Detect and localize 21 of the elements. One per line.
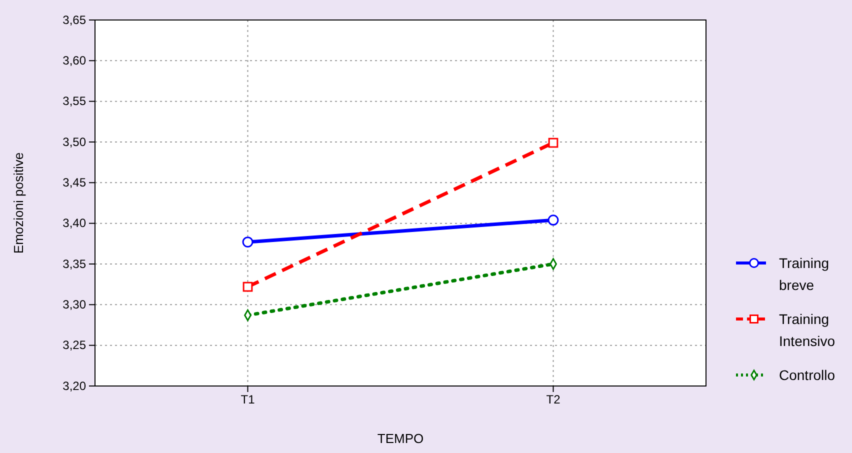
point (548, 138, 558, 148)
y-tick-label: 3,55 (62, 94, 86, 108)
point (242, 236, 254, 248)
y-tick-label: 3,60 (62, 54, 86, 68)
y-tick-label: 3,45 (62, 176, 86, 190)
y-tick-label: 3,65 (62, 12, 86, 27)
y-axis-title: Emozioni positive (11, 152, 26, 254)
point (548, 214, 559, 226)
y-tick-label: 3,35 (62, 256, 86, 271)
x-tick-label: T1 (240, 392, 256, 407)
legend-label: Training breve (779, 255, 830, 293)
y-tick-label: 3,20 (62, 378, 86, 393)
x-axis-title: TEMPO (377, 431, 424, 446)
legend-label: Controllo (779, 367, 836, 383)
x-tick-label: T2 (546, 392, 561, 407)
y-tick-label: 3,30 (62, 298, 86, 312)
y-tick-label: 3,25 (62, 338, 86, 352)
y-tick-label: 3,50 (62, 134, 86, 149)
y-tick-label: 3,40 (62, 216, 86, 230)
point (242, 282, 253, 292)
legend-label: Training Intensivo (779, 311, 836, 349)
